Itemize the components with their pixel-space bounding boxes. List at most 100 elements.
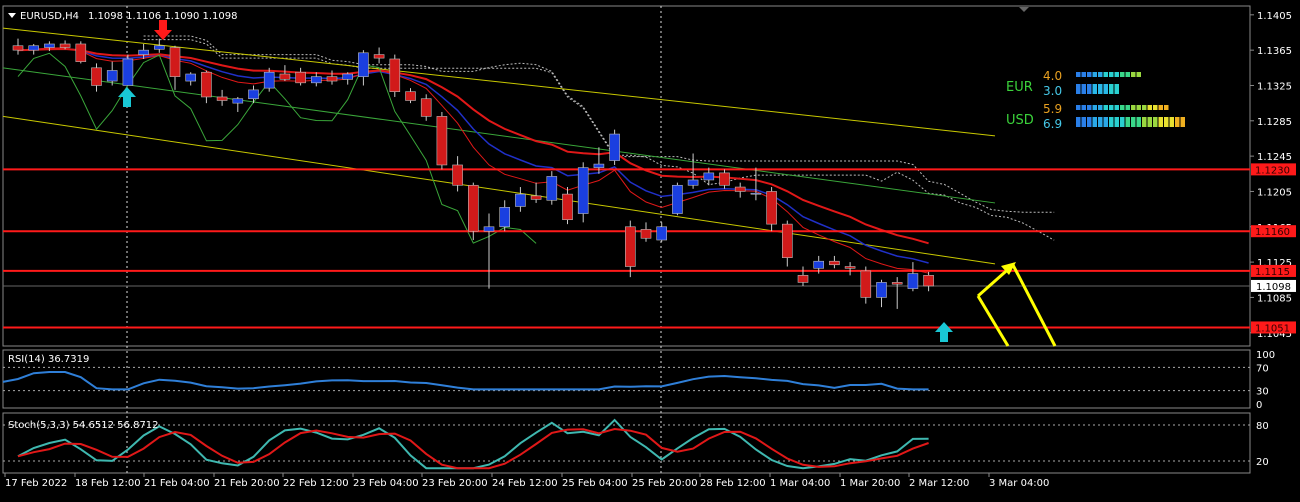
candles[interactable] [12,38,934,309]
candle-body [12,45,24,51]
ichimoku-span-a [143,35,1055,241]
usd-strength-bar [1164,117,1169,127]
usd-label: USD [1006,113,1034,128]
projection-path [976,295,1010,347]
candle-body [452,164,463,186]
usd-strength-bar [1147,105,1152,110]
candle [420,94,432,121]
eur-strength-bar [1087,84,1092,94]
candle [907,262,919,292]
time-tick-label: 22 Feb 12:00 [283,478,349,489]
eur-strength-bar [1136,72,1141,77]
rsi-tick-label: 70 [1256,363,1269,374]
level-price-label: 1.1115 [1255,267,1290,278]
usd-strength-bar [1081,105,1086,110]
rsi-tick-label: 100 [1256,350,1275,361]
rsi-tick-label: 0 [1256,400,1262,411]
candle-body [342,73,354,80]
usd-strength-value: 6.9 [1043,117,1062,131]
price-tick-label: 1.1285 [1257,117,1292,128]
candle [106,61,118,86]
candle [687,153,699,189]
candle-body [703,172,715,181]
price-tick-label: 1.1325 [1257,81,1292,92]
price-tick-label: 1.1205 [1257,187,1292,198]
shift-marker-icon[interactable] [1019,7,1029,12]
price-tick-label: 1.1405 [1257,11,1292,22]
candle-body [216,96,228,101]
price-axis: 1.1405 1.1365 1.1325 1.1285 1.1245 1.1205 1.11… [1250,11,1296,340]
candle-body [797,275,809,283]
chart-menu-icon[interactable] [8,13,16,18]
level-price-tag [1251,225,1296,238]
time-tick-label: 1 Mar 04:00 [770,478,830,489]
candle-body [358,52,369,77]
candle-body [562,193,573,221]
main-panel [2,5,1251,347]
usd-strength-bar [1125,117,1130,127]
usd-strength-bar [1158,105,1163,110]
candle [483,213,495,289]
candle [138,43,149,59]
candle-body [59,43,71,48]
usd-strength-value: 5.9 [1043,102,1062,116]
eur-strength-bar [1114,72,1119,77]
candle-body [907,273,919,289]
usd-strength-bar [1180,117,1185,127]
candle [577,162,589,223]
current-price-tag [1251,279,1296,292]
candle-body [420,98,432,117]
candle-body [923,275,934,287]
eur-strength-bar [1131,72,1136,77]
level-price-label: 1.1160 [1255,227,1290,238]
eur-strength-bar [1098,72,1103,77]
candle-body [640,229,652,239]
candle [860,266,872,304]
usd-strength-bar [1092,105,1097,110]
rsi-panel [2,349,1251,409]
candle-body [719,172,730,186]
current-price-label: 1.1098 [1256,282,1291,293]
rsi-tick-label: 30 [1256,387,1269,398]
stoch-panel [2,412,1251,474]
candle-body [876,282,887,298]
usd-strength-bar [1098,105,1103,110]
eur-strength-value: 3.0 [1043,84,1062,98]
candle-body [687,179,699,186]
candle-body [389,58,401,92]
candle [844,262,856,276]
candle [75,41,87,64]
eur-strength-bar [1109,84,1114,94]
stoch-indicator: 80 20 [3,418,1269,470]
usd-strength-bar [1098,117,1103,127]
usd-strength-bar [1076,105,1081,110]
candle [122,54,134,86]
candle-body [860,270,872,298]
candle [703,167,715,186]
candle-body [122,58,134,86]
time-tick-label: 24 Feb 12:00 [492,478,558,489]
currency-strength-panel: EUR 4.03.0 USD 5.96.9 [1006,69,1185,131]
price-tick-label: 1.1045 [1257,329,1292,340]
candle [672,182,683,216]
candle-body [593,163,605,168]
candle [389,54,401,97]
candle [562,187,573,225]
level-price-tag [1251,264,1296,277]
candle [185,72,196,86]
candle-body [515,193,526,207]
usd-strength-bar [1087,117,1092,127]
candle [373,47,385,64]
candle [44,41,55,52]
time-tick-label: 17 Feb 2022 [5,478,67,489]
usd-strength-bar [1131,105,1136,110]
candle [358,50,369,86]
candle [169,45,181,90]
candle-body [106,70,118,82]
candle [232,96,244,112]
yellow-trendline-upper [2,27,996,137]
candle [609,129,620,165]
time-tick-label: 18 Feb 12:00 [75,478,141,489]
usd-strength-bar [1109,105,1114,110]
